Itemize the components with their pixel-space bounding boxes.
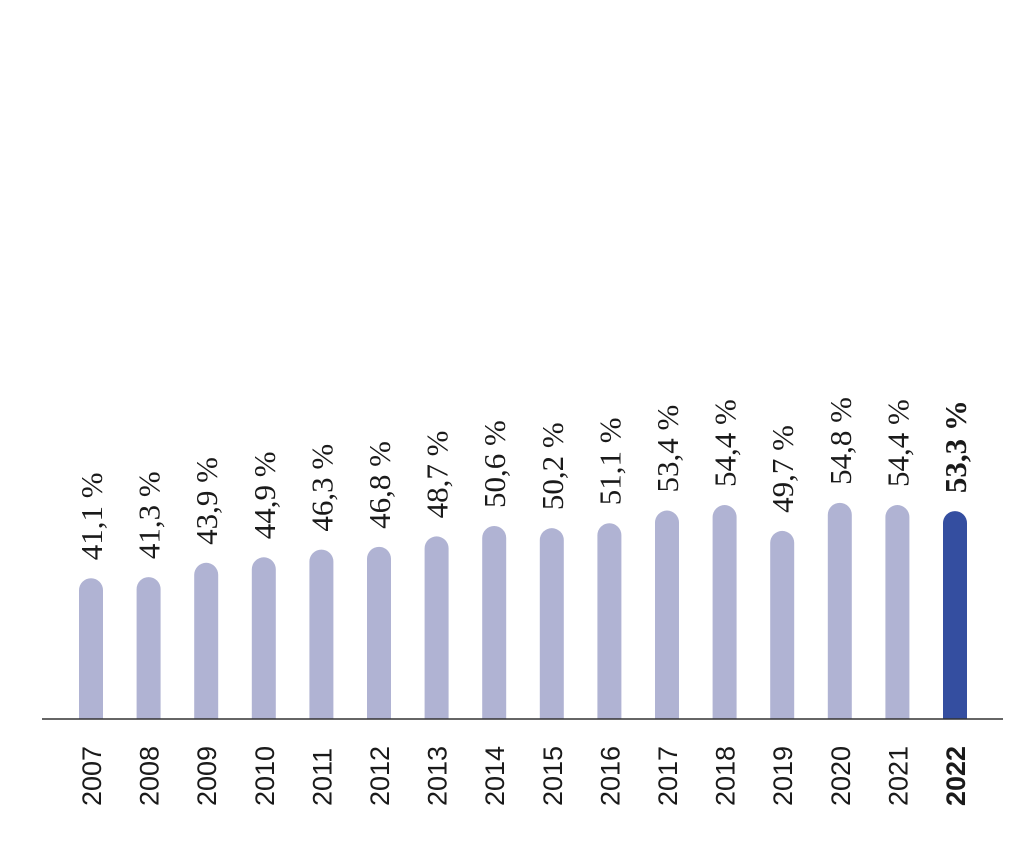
category-labels-group: 2007 2008 2009 2010 2011 2012 2013 2014 2015 2016… — [77, 746, 971, 806]
bar-2012 — [367, 546, 392, 719]
bar-2019 — [770, 530, 795, 719]
bar-2009 — [194, 562, 219, 719]
value-label-2014: 50,6 % — [477, 420, 512, 508]
category-label-2013: 2013 — [423, 746, 453, 806]
value-label-2018: 54,4 % — [708, 399, 743, 487]
category-label-2012: 2012 — [365, 746, 395, 806]
value-label-2015: 50,2 % — [535, 422, 570, 510]
category-label-2008: 2008 — [135, 746, 165, 806]
category-label-2016: 2016 — [595, 746, 625, 806]
category-label-2021: 2021 — [883, 746, 913, 806]
value-label-2011: 46,3 % — [304, 444, 339, 532]
category-label-2009: 2009 — [192, 746, 222, 806]
category-label-2020: 2020 — [826, 746, 856, 806]
value-label-2020: 54,8 % — [823, 397, 858, 485]
value-label-2008: 41,3 % — [132, 471, 167, 559]
category-label-2015: 2015 — [538, 746, 568, 806]
bar-2016 — [597, 523, 622, 719]
value-label-2019: 49,7 % — [765, 425, 800, 513]
bar-2007 — [79, 578, 103, 719]
category-label-2018: 2018 — [711, 746, 741, 806]
bar-2017 — [655, 510, 679, 719]
category-label-2022: 2022 — [941, 746, 971, 806]
category-label-2011: 2011 — [307, 748, 337, 806]
value-label-2007: 41,1 % — [74, 472, 109, 560]
bar-2010 — [251, 557, 276, 719]
bar-2020 — [827, 502, 852, 719]
value-label-2009: 43,9 % — [189, 457, 224, 545]
bar-2013 — [424, 536, 449, 719]
category-label-2007: 2007 — [77, 746, 107, 806]
category-label-2017: 2017 — [653, 746, 683, 806]
value-labels-group: 41,1 % 41,3 % 43,9 % 44,9 % 46,3 % 46,8 % 48,7… — [74, 397, 973, 560]
bar-2011 — [309, 549, 334, 719]
bar-2014 — [482, 525, 507, 719]
value-label-2021: 54,4 % — [880, 399, 915, 487]
bar-2008 — [136, 577, 161, 719]
value-label-2017: 53,4 % — [650, 405, 685, 493]
value-label-2012: 46,8 % — [362, 441, 397, 529]
value-label-2013: 48,7 % — [420, 431, 455, 519]
value-label-2016: 51,1 % — [592, 417, 627, 505]
category-label-2019: 2019 — [768, 746, 798, 806]
value-label-2022: 53,3 % — [938, 400, 973, 493]
bar-2015 — [539, 528, 564, 719]
category-label-2014: 2014 — [480, 746, 510, 806]
value-label-2010: 44,9 % — [247, 451, 282, 539]
bar-2021 — [885, 505, 910, 719]
category-label-2010: 2010 — [250, 746, 280, 806]
bars-group — [79, 502, 967, 719]
bar-2022 — [943, 511, 967, 719]
bar-2018 — [712, 505, 737, 719]
